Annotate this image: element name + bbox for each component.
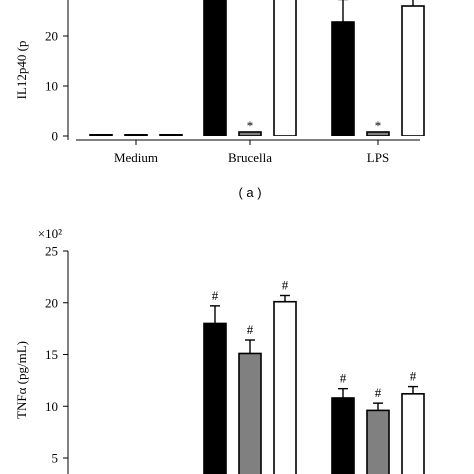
bar <box>238 352 262 474</box>
y-tick-label: 0 <box>52 129 59 144</box>
bar <box>203 322 227 474</box>
bar <box>331 397 355 474</box>
significance-marker: * <box>247 118 254 133</box>
bar <box>203 0 227 136</box>
y-tick-label: 10 <box>45 399 58 414</box>
y-tick-label: 20 <box>45 29 58 44</box>
y-axis-title: TNFα (pg/mL) <box>14 341 29 419</box>
bar <box>89 134 113 136</box>
significance-marker: # <box>247 322 254 337</box>
bar <box>401 5 425 136</box>
bar <box>273 300 297 474</box>
y-axis-title: IL12p40 (p <box>14 41 29 100</box>
significance-marker: # <box>212 288 219 303</box>
y-tick-label: 15 <box>45 347 58 362</box>
significance-marker: # <box>375 385 382 400</box>
significance-marker: # <box>410 369 417 384</box>
bar <box>159 134 183 136</box>
panel-a-label: ( a ) <box>238 185 261 200</box>
bar <box>366 131 390 136</box>
y-tick-label: 5 <box>52 451 59 466</box>
bar <box>401 393 425 474</box>
plot-area: # # # # # # <box>203 278 425 474</box>
y-axis-multiplier: ×10² <box>38 226 62 241</box>
bar <box>124 134 148 136</box>
significance-marker: # <box>340 371 347 386</box>
bar <box>366 409 390 474</box>
significance-marker: # <box>282 278 289 293</box>
y-tick-label: 25 <box>45 244 58 259</box>
plot-area: * * <box>89 0 425 136</box>
x-category-label: LPS <box>367 150 389 165</box>
y-tick-label: 10 <box>45 79 58 94</box>
y-tick-label: 20 <box>45 295 58 310</box>
significance-marker: * <box>375 118 382 133</box>
x-category-label: Medium <box>114 150 158 165</box>
panel-b-tnfa-chart: # # # # # #5 10 15 20 25 TNFα (pg/mL) ×10² <box>14 226 425 474</box>
bar <box>238 131 262 136</box>
bar <box>331 21 355 136</box>
bar <box>273 0 297 136</box>
x-category-label: Brucella <box>228 150 272 165</box>
